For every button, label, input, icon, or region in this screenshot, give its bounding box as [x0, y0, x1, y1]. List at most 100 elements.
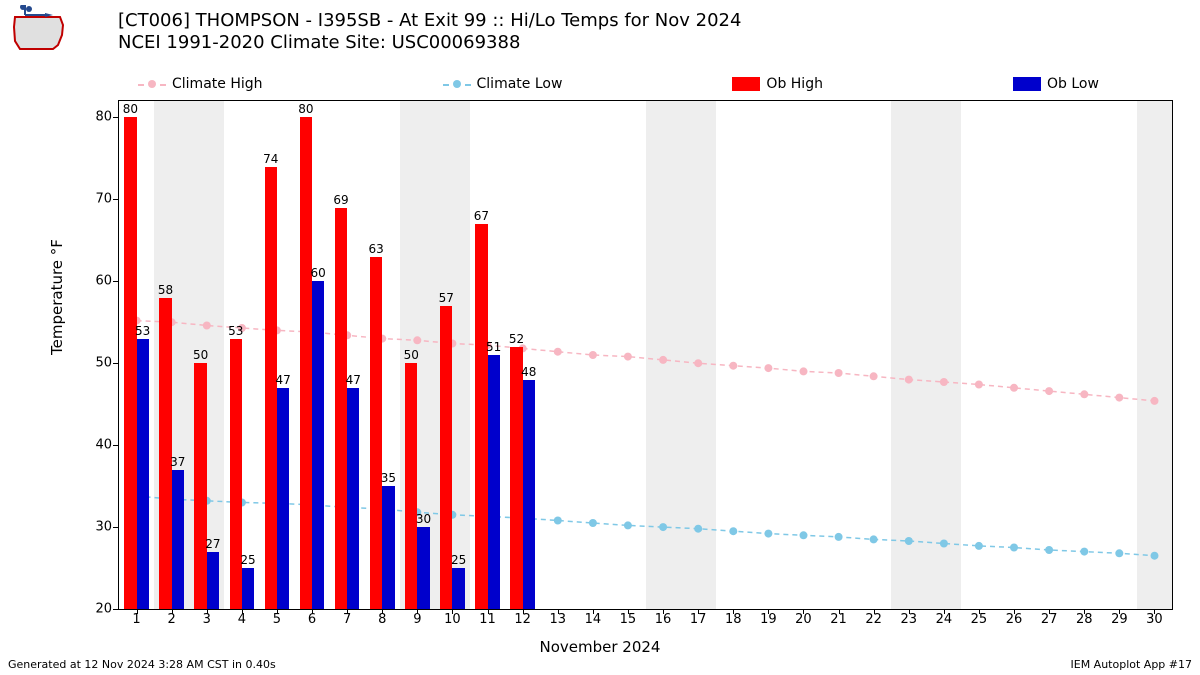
- ob-high-bar: [370, 257, 382, 609]
- ob-low-bar: [277, 388, 289, 609]
- legend-label-climate-high: Climate High: [172, 76, 263, 92]
- x-tick-label: 11: [479, 612, 496, 627]
- legend-label-ob-high: Ob High: [766, 76, 823, 92]
- ob-low-bar: [312, 281, 324, 609]
- legend-climate-high: Climate High: [138, 76, 263, 92]
- ob-high-bar-label: 58: [158, 283, 173, 297]
- ob-high-bar: [265, 167, 277, 609]
- x-tick-label: 25: [971, 612, 988, 627]
- y-tick: [113, 445, 118, 446]
- x-tick-label: 8: [378, 612, 386, 627]
- ob-low-bar-label: 47: [275, 373, 290, 387]
- footer-generated: Generated at 12 Nov 2024 3:28 AM CST in …: [8, 658, 276, 671]
- legend-climate-low: Climate Low: [443, 76, 563, 92]
- x-tick-label: 7: [343, 612, 351, 627]
- ob-low-bar: [172, 470, 184, 609]
- ob-low-bar: [207, 552, 219, 609]
- x-tick-label: 30: [1146, 612, 1163, 627]
- ob-low-bar-label: 37: [170, 455, 185, 469]
- y-tick-label: 20: [95, 602, 112, 617]
- y-tick-label: 40: [95, 438, 112, 453]
- ob-high-bar: [159, 298, 171, 609]
- y-tick-label: 60: [95, 274, 112, 289]
- x-tick-label: 23: [900, 612, 917, 627]
- ob-low-bar: [382, 486, 394, 609]
- ob-low-bar-label: 25: [240, 553, 255, 567]
- y-tick: [113, 363, 118, 364]
- x-tick-label: 5: [273, 612, 281, 627]
- y-tick: [113, 527, 118, 528]
- y-axis-label: Temperature °F: [48, 239, 66, 355]
- ob-high-bar-label: 52: [509, 332, 524, 346]
- y-tick: [113, 609, 118, 610]
- ob-low-bar-label: 60: [311, 266, 326, 280]
- ob-low-bar-label: 25: [451, 553, 466, 567]
- y-tick-label: 70: [95, 192, 112, 207]
- x-tick-label: 18: [725, 612, 742, 627]
- ob-high-bar-label: 80: [123, 102, 138, 116]
- ob-low-bar: [137, 339, 149, 609]
- ob-high-bar: [124, 117, 136, 609]
- ob-high-bar-label: 69: [333, 193, 348, 207]
- ob-low-bar: [452, 568, 464, 609]
- y-tick-label: 50: [95, 356, 112, 371]
- ob-high-bar-label: 50: [193, 348, 208, 362]
- x-tick-label: 9: [413, 612, 421, 627]
- ob-high-bar: [510, 347, 522, 609]
- x-tick-label: 12: [514, 612, 531, 627]
- x-tick-label: 28: [1076, 612, 1093, 627]
- x-axis-label: November 2024: [0, 638, 1200, 656]
- ob-high-bar: [230, 339, 242, 609]
- legend-label-ob-low: Ob Low: [1047, 76, 1099, 92]
- y-tick-label: 80: [95, 110, 112, 125]
- ob-low-bar: [242, 568, 254, 609]
- x-tick-label: 14: [585, 612, 602, 627]
- ob-high-bar: [405, 363, 417, 609]
- page-root: [CT006] THOMPSON - I395SB - At Exit 99 :…: [0, 0, 1200, 675]
- x-tick-label: 20: [795, 612, 812, 627]
- footer-appid: IEM Autoplot App #17: [1071, 658, 1193, 671]
- ob-high-bar-label: 50: [404, 348, 419, 362]
- ob-high-bar-label: 80: [298, 102, 313, 116]
- ob-high-bar: [194, 363, 206, 609]
- ob-low-bar: [347, 388, 359, 609]
- ob-low-bar-label: 35: [381, 471, 396, 485]
- ob-high-bar-label: 67: [474, 209, 489, 223]
- chart-plot-area: 8058505374806963505767525337272547604735…: [118, 100, 1173, 610]
- ob-low-bar: [488, 355, 500, 609]
- ob-low-bar-label: 51: [486, 340, 501, 354]
- x-tick-label: 19: [760, 612, 777, 627]
- ob-high-bar-label: 53: [228, 324, 243, 338]
- ob-high-bar: [300, 117, 312, 609]
- y-tick: [113, 117, 118, 118]
- ob-low-bar-label: 48: [521, 365, 536, 379]
- title-line-2: NCEI 1991-2020 Climate Site: USC00069388: [118, 32, 741, 54]
- legend-ob-low: Ob Low: [1013, 76, 1099, 92]
- x-tick-label: 13: [549, 612, 566, 627]
- x-tick-label: 27: [1041, 612, 1058, 627]
- legend: Climate High Climate Low Ob High Ob Low: [118, 72, 1173, 96]
- ob-high-bar-label: 63: [368, 242, 383, 256]
- x-tick-label: 16: [655, 612, 672, 627]
- x-tick-label: 2: [168, 612, 176, 627]
- ob-high-bar: [335, 208, 347, 609]
- y-tick: [113, 199, 118, 200]
- ob-low-bar-label: 27: [205, 537, 220, 551]
- ob-low-bar-label: 47: [346, 373, 361, 387]
- x-tick-label: 15: [620, 612, 637, 627]
- x-tick-label: 4: [238, 612, 246, 627]
- x-tick-label: 29: [1111, 612, 1128, 627]
- legend-label-climate-low: Climate Low: [477, 76, 563, 92]
- x-tick-label: 1: [132, 612, 140, 627]
- ob-high-bar-label: 57: [439, 291, 454, 305]
- x-tick-label: 22: [865, 612, 882, 627]
- ob-low-bar-label: 30: [416, 512, 431, 526]
- x-tick-label: 24: [936, 612, 953, 627]
- x-tick-label: 6: [308, 612, 316, 627]
- ob-low-bar-label: 53: [135, 324, 150, 338]
- x-tick-label: 26: [1006, 612, 1023, 627]
- ob-low-bar: [523, 380, 535, 609]
- x-tick-label: 3: [203, 612, 211, 627]
- iem-logo: [5, 5, 70, 55]
- legend-ob-high: Ob High: [732, 76, 823, 92]
